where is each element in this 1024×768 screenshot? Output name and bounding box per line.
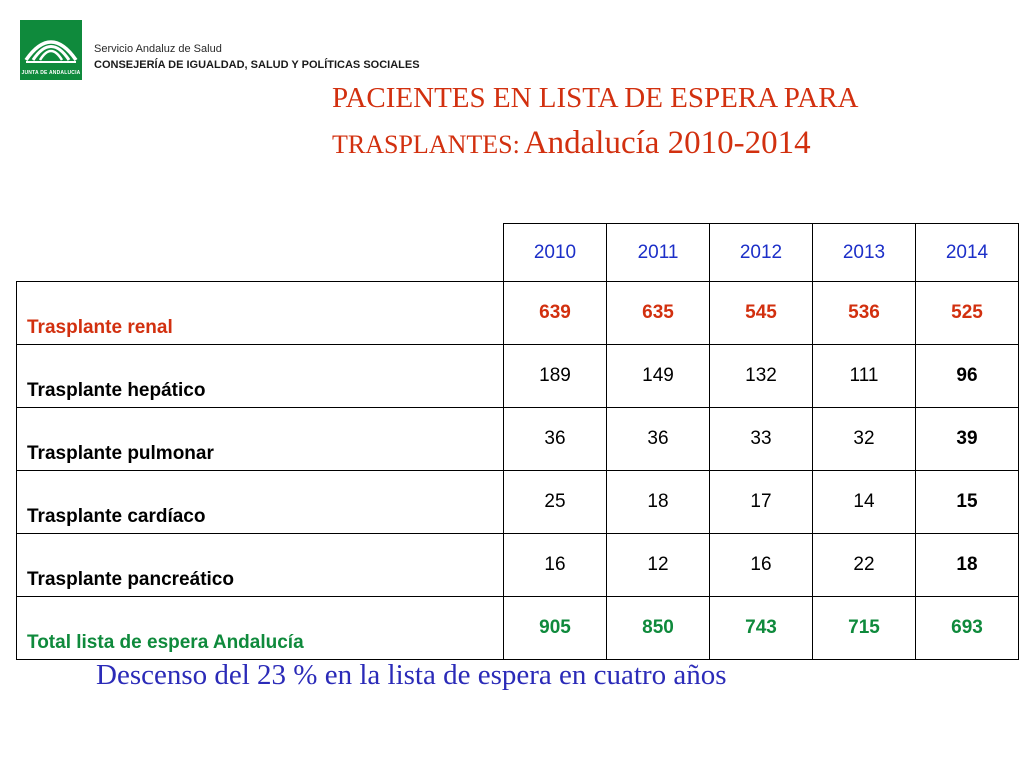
table-cell: 36 <box>503 407 607 471</box>
waiting-list-table: 2010 2011 2012 2013 2014 Trasplante rena… <box>16 223 1019 660</box>
table-cell: 12 <box>606 533 710 597</box>
table-cell: 635 <box>606 281 710 345</box>
row-label: Trasplante pulmonar <box>16 407 504 471</box>
table-header-row: 2010 2011 2012 2013 2014 <box>16 223 1019 282</box>
page-title-line2: TRASPLANTES: Andalucía 2010-2014 <box>332 125 811 162</box>
table-cell: 111 <box>812 344 916 408</box>
table-cell: 18 <box>915 533 1019 597</box>
table-cell: 33 <box>709 407 813 471</box>
table-cell: 850 <box>606 596 710 660</box>
row-label: Total lista de espera Andalucía <box>16 596 504 660</box>
page-title-line1: PACIENTES EN LISTA DE ESPERA PARA <box>332 82 859 114</box>
logo-caption: JUNTA DE ANDALUCIA <box>21 70 81 76</box>
table-cell: 39 <box>915 407 1019 471</box>
table-cell: 15 <box>915 470 1019 534</box>
table-row-cardiac: Trasplante cardíaco 25 18 17 14 15 <box>16 470 1019 534</box>
org-ministry-name: CONSEJERÍA DE IGUALDAD, SALUD Y POLÍTICA… <box>94 59 420 71</box>
table-cell: 132 <box>709 344 813 408</box>
row-label: Trasplante pancreático <box>16 533 504 597</box>
table-cell: 32 <box>812 407 916 471</box>
table-cell: 545 <box>709 281 813 345</box>
table-cell: 693 <box>915 596 1019 660</box>
year-header: 2012 <box>709 223 813 282</box>
table-cell: 96 <box>915 344 1019 408</box>
table-cell: 639 <box>503 281 607 345</box>
table-cell: 16 <box>709 533 813 597</box>
summary-note: Descenso del 23 % en la lista de espera … <box>96 659 727 691</box>
table-cell: 189 <box>503 344 607 408</box>
page-title-line2-suffix: Andalucía 2010-2014 <box>523 125 811 161</box>
table-cell: 536 <box>812 281 916 345</box>
table-cell: 715 <box>812 596 916 660</box>
table-cell: 25 <box>503 470 607 534</box>
table-row-renal: Trasplante renal 639 635 545 536 525 <box>16 281 1019 345</box>
table-cell: 18 <box>606 470 710 534</box>
table-row-pancreatic: Trasplante pancreático 16 12 16 22 18 <box>16 533 1019 597</box>
row-label: Trasplante cardíaco <box>16 470 504 534</box>
table-cell: 525 <box>915 281 1019 345</box>
row-label: Trasplante hepático <box>16 344 504 408</box>
table-corner-cell <box>16 223 504 282</box>
year-header: 2014 <box>915 223 1019 282</box>
table-cell: 17 <box>709 470 813 534</box>
table-row-hepatic: Trasplante hepático 189 149 132 111 96 <box>16 344 1019 408</box>
year-header: 2010 <box>503 223 607 282</box>
table-cell: 16 <box>503 533 607 597</box>
table-cell: 905 <box>503 596 607 660</box>
junta-arch-icon <box>24 40 78 63</box>
org-service-name: Servicio Andaluz de Salud <box>94 43 222 55</box>
table-cell: 36 <box>606 407 710 471</box>
row-label: Trasplante renal <box>16 281 504 345</box>
table-cell: 149 <box>606 344 710 408</box>
table-cell: 14 <box>812 470 916 534</box>
page-title-line2-prefix: TRASPLANTES: <box>332 130 520 159</box>
year-header: 2011 <box>606 223 710 282</box>
table-row-total: Total lista de espera Andalucía 905 850 … <box>16 596 1019 660</box>
table-cell: 22 <box>812 533 916 597</box>
table-cell: 743 <box>709 596 813 660</box>
year-header: 2013 <box>812 223 916 282</box>
junta-logo: JUNTA DE ANDALUCIA <box>20 20 82 80</box>
table-row-pulmonary: Trasplante pulmonar 36 36 33 32 39 <box>16 407 1019 471</box>
